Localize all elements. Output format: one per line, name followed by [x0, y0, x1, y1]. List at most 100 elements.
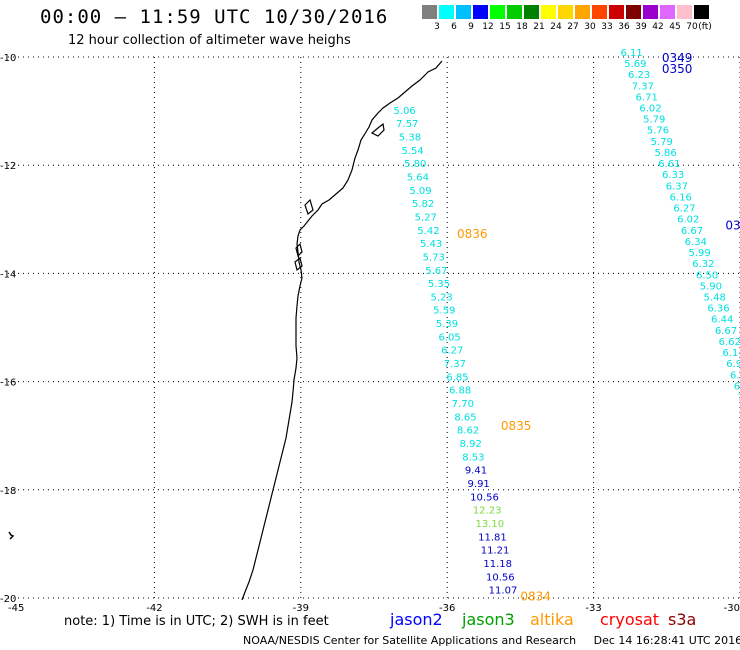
wave-height-value: 6.02: [639, 104, 661, 115]
map-title: 00:00 – 11:59 UTC 10/30/2016: [40, 6, 389, 28]
wave-height-value: 6.36: [707, 304, 729, 315]
wave-height-value: 5.39: [436, 319, 458, 330]
legend-unit: (ft): [698, 22, 712, 32]
lon-tick-label: -36: [439, 603, 455, 614]
lat-tick-label: -20: [0, 594, 16, 605]
pass-time-label: 0834: [520, 589, 551, 603]
wave-height-value: 10.56: [470, 492, 499, 503]
legend-swatch: [592, 5, 607, 19]
wave-height-value: 6.67: [715, 326, 737, 337]
wave-height-value: 6.14: [722, 348, 740, 359]
legend-swatch: [694, 5, 709, 19]
legend-swatch: [558, 5, 573, 19]
legend-swatch: [541, 5, 556, 19]
legend-swatch: [609, 5, 624, 19]
legend-label: 30: [584, 22, 596, 32]
wave-height-value: 5.90: [700, 281, 722, 292]
wave-height-value: 6.27: [441, 346, 463, 357]
legend-label: 9: [468, 22, 474, 32]
axis-tick-labels: -45 -42 -39 -36 -33 -30 -10 -12 -14 -16 -18 -20: [0, 53, 740, 614]
legend-label: 12: [482, 22, 494, 32]
legend-label: 24: [550, 22, 562, 32]
wave-height-value: 5.48: [704, 292, 726, 303]
wave-height-value: 6.5: [734, 381, 740, 392]
wave-height-value: 5.06: [394, 106, 416, 117]
lon-tick-label: -30: [724, 603, 740, 614]
wave-height-value: 9.41: [465, 466, 487, 477]
wave-height-value: 8.92: [460, 439, 482, 450]
wave-height-value: 6.37: [666, 181, 688, 192]
satellite-name: jason2: [390, 610, 443, 629]
credit-text: NOAA/NESDIS Center for Satellite Applica…: [243, 634, 577, 647]
wave-height-value: 6.23: [628, 70, 650, 81]
coastal-island: [8, 531, 15, 540]
legend-swatch: [643, 5, 658, 19]
pass-time-label: 0351: [725, 219, 740, 233]
pass-time-label: 0835: [501, 419, 532, 433]
wave-height-value: 6.44: [711, 315, 733, 326]
legend-label: 15: [499, 22, 511, 32]
credit-line: NOAA/NESDIS Center for Satellite Applica…: [243, 634, 740, 647]
wave-height-value: 6.16: [670, 192, 692, 203]
legend-swatch: [575, 5, 590, 19]
wave-height-value: 5.79: [651, 137, 673, 148]
wave-height-value: 5.42: [417, 226, 439, 237]
lat-tick-label: -12: [0, 161, 16, 172]
wave-height-value: 5.35: [428, 279, 450, 290]
wave-height-value: 6.33: [662, 170, 684, 181]
wave-height-value: 6.11: [620, 48, 642, 59]
wave-height-value: 6.7: [730, 370, 740, 381]
legend-label: 6: [451, 22, 457, 32]
wave-height-value: 7.57: [396, 119, 418, 130]
wave-height-value: 13.10: [475, 519, 504, 530]
legend-swatch: [660, 5, 675, 19]
satellite-name: s3a: [668, 610, 697, 629]
pass-time-label: 0350: [662, 62, 693, 76]
legend-swatch: [524, 5, 539, 19]
lat-tick-label: -18: [0, 486, 16, 497]
lat-tick-label: -16: [0, 378, 16, 389]
wave-height-value: 5.73: [423, 252, 445, 263]
legend-label: 21: [533, 22, 545, 32]
map-subtitle: 12 hour collection of altimeter wave hei…: [68, 33, 351, 48]
legend-label: 45: [669, 22, 681, 32]
wave-height-value: 7.37: [632, 81, 654, 92]
wave-height-value: 5.67: [425, 266, 447, 277]
altimeter-tracks: 5.06 7.57 5.38 5.54 5.80 5.64 5.09 5.82 5.27 5.42…: [394, 48, 740, 597]
legend-swatch: [490, 5, 505, 19]
wave-height-value: 12.23: [473, 506, 502, 517]
wave-height-value: 5.38: [399, 132, 421, 143]
wave-height-value: 6.62: [719, 337, 740, 348]
wave-height-value: 7: [738, 393, 740, 404]
wave-height-value: 5.59: [433, 306, 455, 317]
wave-height-value: 5.82: [412, 199, 434, 210]
legend-label: 33: [601, 22, 613, 32]
legend-label: 42: [652, 22, 664, 32]
wave-height-value: 6.50: [696, 270, 718, 281]
satellite-name: altika: [530, 610, 574, 629]
wave-height-value: 6.85: [446, 372, 468, 383]
legend-label: 3: [434, 22, 440, 32]
legend-label: 27: [567, 22, 579, 32]
wave-height-value: 5.54: [401, 146, 423, 157]
legend-label: 36: [618, 22, 630, 32]
footnote: note: 1) Time is in UTC; 2) SWH is in fe…: [64, 614, 329, 629]
render-timestamp: Dec 14 16:28:41 UTC 2016: [593, 634, 740, 647]
wave-height-value: 5.76: [647, 126, 669, 137]
wave-height-value: 7.70: [452, 399, 474, 410]
wave-height-value: 6.05: [438, 332, 460, 343]
satellite-name: cryosat: [600, 610, 660, 629]
coastal-island: [294, 122, 385, 272]
wave-height-value: 7.37: [444, 359, 466, 370]
wave-height-value: 5.69: [624, 59, 646, 70]
legend-swatch: [507, 5, 522, 19]
lon-tick-label: -33: [585, 603, 601, 614]
wave-height-value: 5.79: [643, 115, 665, 126]
wave-height-value: 5.43: [420, 239, 442, 250]
wave-height-value: 5.23: [431, 292, 453, 303]
wave-height-value: 6.67: [681, 226, 703, 237]
graticule: [8, 56, 740, 599]
wave-height-value: 6.93: [726, 359, 740, 370]
wave-height-value: 11.21: [481, 546, 510, 557]
